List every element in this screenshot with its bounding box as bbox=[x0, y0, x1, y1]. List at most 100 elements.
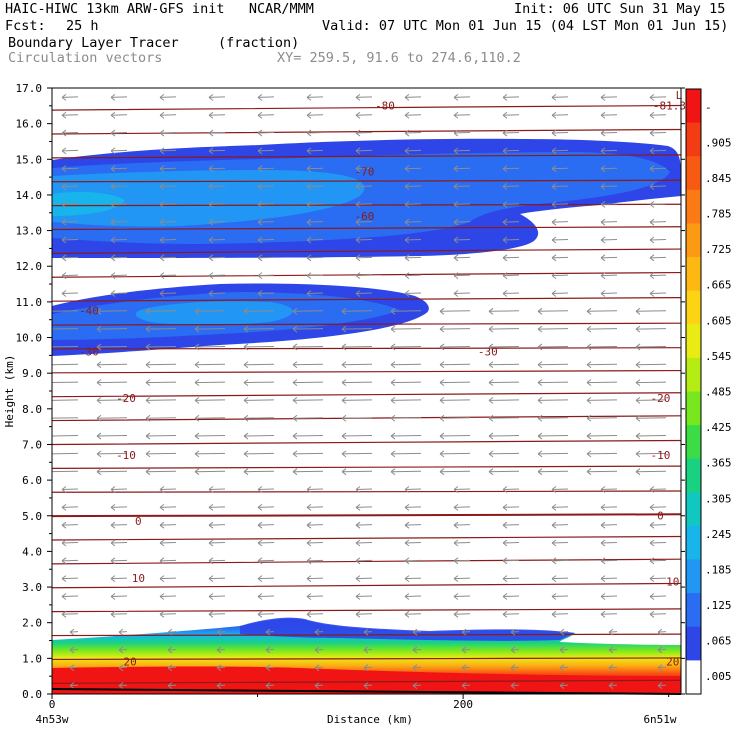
vector-arrowhead bbox=[257, 129, 263, 137]
vector-arrowhead bbox=[314, 646, 320, 654]
vector-arrowhead bbox=[551, 218, 557, 226]
vector-arrow bbox=[292, 470, 324, 473]
vector-arrowhead bbox=[208, 503, 214, 511]
vector-arrow bbox=[649, 167, 667, 170]
vector-arrow bbox=[306, 256, 324, 259]
vector-arrowhead bbox=[600, 521, 606, 529]
vector-arrowhead bbox=[649, 593, 655, 600]
vector-arrow bbox=[537, 310, 569, 312]
vector-arrowhead bbox=[502, 236, 508, 244]
vector-arrow bbox=[390, 470, 422, 473]
vector-arrow bbox=[306, 506, 324, 508]
vector-arrowhead bbox=[363, 628, 369, 636]
vector-arrowhead bbox=[61, 539, 67, 547]
vector-arrowhead bbox=[608, 682, 614, 689]
vector-arrow bbox=[159, 221, 177, 223]
vector-arrow bbox=[110, 559, 128, 562]
vector-arrow bbox=[412, 684, 422, 687]
vector-arrow bbox=[649, 114, 667, 116]
vector-arrow bbox=[61, 167, 79, 170]
vector-arrowhead bbox=[341, 361, 347, 369]
vector-arrow bbox=[453, 185, 471, 188]
vector-arrow bbox=[510, 684, 520, 687]
y-tick-label: 7.0 bbox=[22, 438, 42, 451]
vector-arrow bbox=[404, 203, 422, 205]
vector-arrowhead bbox=[390, 397, 396, 404]
vector-arrow bbox=[208, 239, 226, 241]
vector-arrow bbox=[110, 203, 128, 205]
vector-arrowhead bbox=[194, 307, 200, 315]
vector-arrow bbox=[453, 559, 471, 562]
vector-arrow bbox=[439, 435, 471, 437]
vector-arrowhead bbox=[110, 521, 116, 529]
vector-arrow bbox=[96, 399, 128, 401]
vector-arrowhead bbox=[292, 343, 298, 351]
vector-arrow bbox=[61, 524, 79, 526]
x-tick-label: 200 bbox=[453, 698, 473, 711]
vector-arrow bbox=[600, 149, 618, 152]
contour-label: -60 bbox=[355, 210, 375, 223]
vector-arrowhead bbox=[453, 111, 459, 119]
vector-arrowhead bbox=[208, 147, 214, 155]
vector-arrowhead bbox=[159, 272, 165, 280]
vector-arrow bbox=[404, 292, 422, 294]
vector-arrowhead bbox=[52, 326, 53, 333]
vector-arrowhead bbox=[355, 111, 361, 119]
vector-arrowhead bbox=[118, 664, 124, 672]
vector-arrow bbox=[110, 595, 128, 597]
vector-arrow bbox=[453, 167, 471, 170]
vector-arrow bbox=[600, 96, 618, 98]
vector-arrow bbox=[453, 132, 471, 134]
vector-arrowhead bbox=[355, 610, 361, 618]
vector-arrow bbox=[118, 631, 128, 633]
vector-arrow bbox=[649, 239, 667, 241]
vector-arrowhead bbox=[600, 254, 606, 262]
vector-arrow bbox=[453, 506, 471, 508]
vector-arrowhead bbox=[61, 200, 67, 208]
vector-arrowhead bbox=[649, 539, 655, 547]
x-axis: 0 200 bbox=[49, 694, 670, 711]
vector-arrowhead bbox=[314, 682, 320, 689]
y-tick-label: 14.0 bbox=[16, 189, 43, 202]
y-tick-label: 11.0 bbox=[16, 296, 43, 309]
vector-arrow bbox=[657, 631, 667, 633]
vector-arrow bbox=[404, 595, 422, 597]
vector-arrowhead bbox=[355, 165, 361, 173]
vector-arrow bbox=[453, 114, 471, 116]
vector-arrow bbox=[341, 310, 373, 312]
vector-arrow bbox=[110, 577, 128, 580]
vector-arrowhead bbox=[510, 664, 516, 672]
vector-arrow bbox=[363, 666, 373, 669]
vector-arrow bbox=[145, 470, 177, 473]
colorbar-swatch bbox=[686, 122, 701, 157]
isotherm-line bbox=[52, 203, 681, 207]
vector-arrowhead bbox=[453, 593, 459, 600]
vector-arrow bbox=[390, 399, 422, 401]
isotherm-line bbox=[52, 679, 681, 684]
vector-arrowhead bbox=[404, 183, 410, 190]
vector-arrow bbox=[61, 542, 79, 544]
vector-arrowhead bbox=[439, 361, 445, 369]
y-tick-label: 8.0 bbox=[22, 403, 42, 416]
colorbar-label: .125 bbox=[705, 599, 732, 612]
vector-arrow bbox=[537, 328, 569, 330]
vector-arrow bbox=[159, 524, 177, 526]
vector-arrow bbox=[510, 648, 520, 651]
vector-arrowhead bbox=[194, 468, 200, 476]
vector-arrow bbox=[159, 559, 177, 562]
vector-arrowhead bbox=[306, 503, 312, 511]
vector-arrowhead bbox=[208, 218, 214, 226]
vector-arrow bbox=[649, 185, 667, 188]
vector-arrowhead bbox=[208, 610, 214, 618]
vector-arrowhead bbox=[341, 450, 347, 458]
vector-arrowhead bbox=[404, 610, 410, 618]
vector-arrow bbox=[208, 132, 226, 134]
field-units: (fraction) bbox=[218, 35, 300, 51]
vector-arrowhead bbox=[453, 200, 459, 208]
vector-arrow bbox=[110, 167, 128, 170]
vector-arrowhead bbox=[657, 646, 663, 654]
vector-arrowhead bbox=[110, 593, 116, 600]
vector-arrow bbox=[69, 684, 79, 687]
vector-arrow bbox=[600, 185, 618, 188]
vector-arrowhead bbox=[257, 539, 263, 547]
